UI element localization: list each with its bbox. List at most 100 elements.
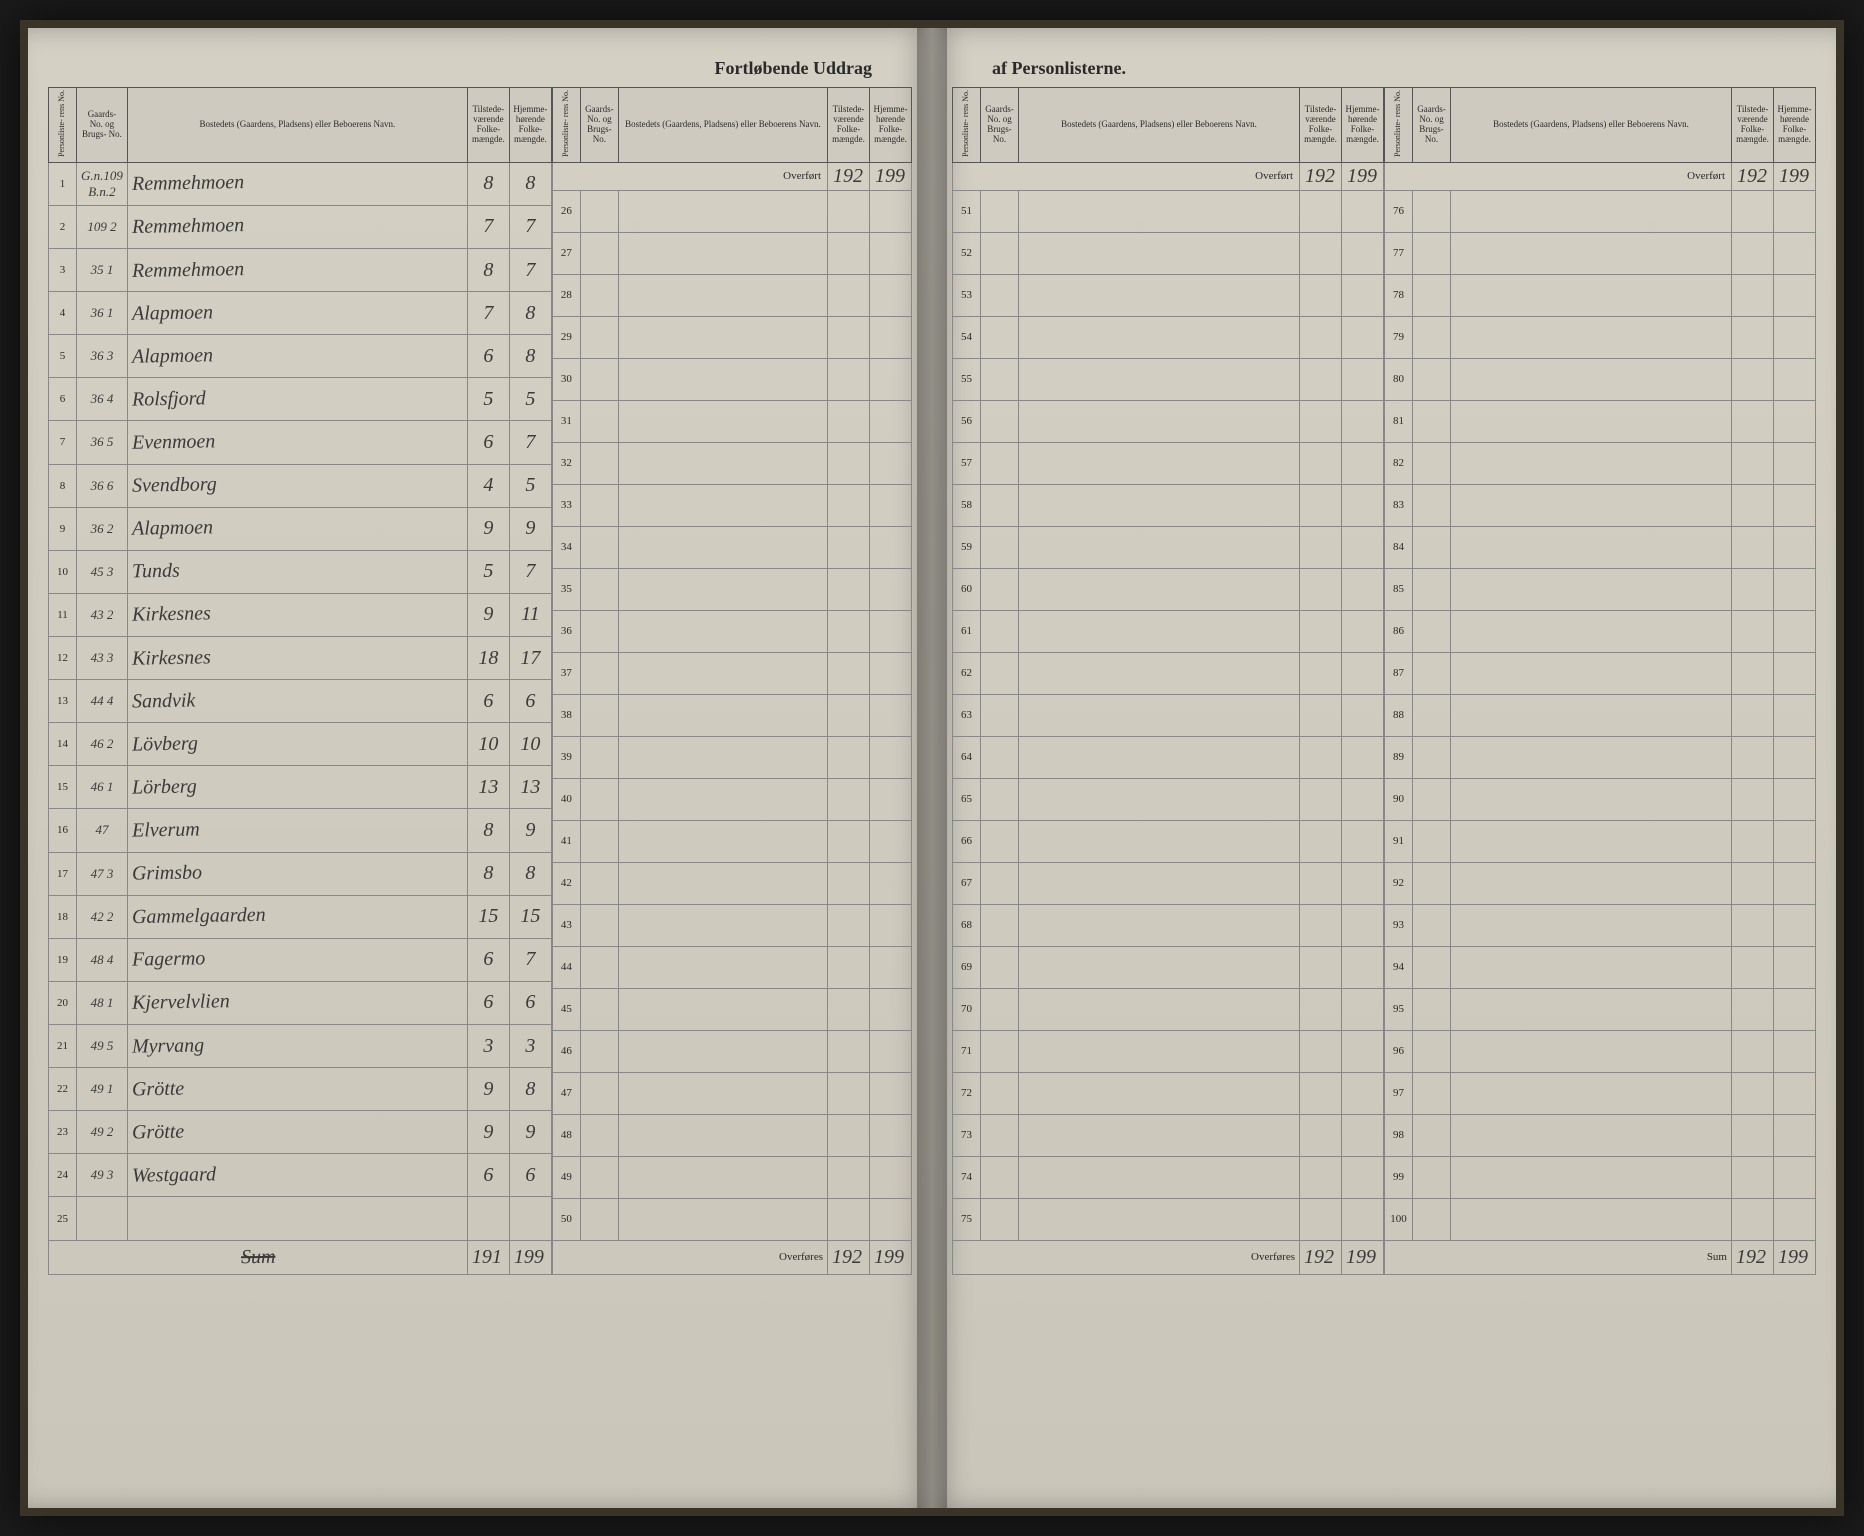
tilstede-count: 18 bbox=[467, 636, 509, 679]
hjemme-count bbox=[1342, 358, 1384, 400]
ledger-row: 57 bbox=[953, 442, 1384, 484]
hjemme-count: 3 bbox=[509, 1024, 551, 1067]
hjemme-count: 7 bbox=[509, 938, 551, 981]
place-name: Evenmoen bbox=[127, 421, 467, 464]
hjemme-count bbox=[1774, 358, 1816, 400]
hjemme-count bbox=[1342, 190, 1384, 232]
overfort-t: 192 bbox=[828, 162, 870, 190]
ledger-row: 92 bbox=[1385, 862, 1816, 904]
gaard-number bbox=[981, 736, 1019, 778]
hjemme-count bbox=[870, 610, 912, 652]
tilstede-count bbox=[1732, 358, 1774, 400]
tilstede-count bbox=[1300, 400, 1342, 442]
tilstede-count: 4 bbox=[467, 464, 509, 507]
tilstede-count bbox=[1300, 232, 1342, 274]
row-number: 70 bbox=[953, 988, 981, 1030]
hjemme-count bbox=[1774, 736, 1816, 778]
row-number: 7 bbox=[49, 421, 77, 464]
row-number: 99 bbox=[1385, 1156, 1413, 1198]
gaard-number bbox=[580, 484, 618, 526]
hjemme-count: 9 bbox=[509, 1111, 551, 1154]
row-number: 8 bbox=[49, 464, 77, 507]
place-name: Elverum bbox=[127, 809, 467, 852]
gaard-number: 49 2 bbox=[77, 1111, 128, 1154]
tilstede-count bbox=[828, 526, 870, 568]
hjemme-count bbox=[509, 1197, 551, 1240]
row-number: 46 bbox=[552, 1030, 580, 1072]
ledger-block-4: Personliste- rens No. Gaards- No. og Bru… bbox=[1384, 87, 1816, 1275]
place-name bbox=[1019, 946, 1300, 988]
hjemme-count: 13 bbox=[509, 766, 551, 809]
tilstede-count bbox=[1300, 652, 1342, 694]
row-number: 36 bbox=[552, 610, 580, 652]
place-name bbox=[1451, 988, 1732, 1030]
gaard-number bbox=[1413, 1198, 1451, 1240]
ledger-row: 13 44 4 Sandvik 6 6 bbox=[49, 680, 552, 723]
place-name bbox=[618, 442, 827, 484]
row-number: 56 bbox=[953, 400, 981, 442]
census-ledger-spread: Fortløbende Uddrag Personliste- rens No.… bbox=[20, 20, 1844, 1516]
gaard-number: 44 4 bbox=[77, 680, 128, 723]
ledger-row: 52 bbox=[953, 232, 1384, 274]
row-number: 86 bbox=[1385, 610, 1413, 652]
left-page: Fortløbende Uddrag Personliste- rens No.… bbox=[28, 28, 932, 1508]
ledger-row: 6 36 4 Rolsfjord 5 5 bbox=[49, 378, 552, 421]
row-number: 19 bbox=[49, 938, 77, 981]
tilstede-count bbox=[1732, 1198, 1774, 1240]
place-name bbox=[1451, 694, 1732, 736]
hjemme-count bbox=[1774, 568, 1816, 610]
overfores-row: Overføres 192 199 bbox=[953, 1240, 1384, 1274]
ledger-row: 99 bbox=[1385, 1156, 1816, 1198]
gaard-number: 43 2 bbox=[77, 593, 128, 636]
ledger-row: 46 bbox=[552, 1030, 911, 1072]
tilstede-count bbox=[1732, 862, 1774, 904]
hjemme-count: 7 bbox=[509, 550, 551, 593]
hjemme-count bbox=[1774, 232, 1816, 274]
header-hjemme: Hjemme- hørende Folke- mængde. bbox=[1342, 88, 1384, 163]
ledger-row: 67 bbox=[953, 862, 1384, 904]
ledger-row: 48 bbox=[552, 1114, 911, 1156]
tilstede-count bbox=[828, 568, 870, 610]
hjemme-count bbox=[870, 400, 912, 442]
row-number: 35 bbox=[552, 568, 580, 610]
tilstede-count: 9 bbox=[467, 593, 509, 636]
place-name: Kirkesnes bbox=[127, 636, 467, 679]
overfort-row: Overført 192 199 bbox=[552, 162, 911, 190]
row-number: 62 bbox=[953, 652, 981, 694]
gaard-number bbox=[580, 736, 618, 778]
row-number: 82 bbox=[1385, 442, 1413, 484]
ledger-row: 36 bbox=[552, 610, 911, 652]
gaard-number bbox=[1413, 400, 1451, 442]
sum-row: Sum 191 199 bbox=[49, 1240, 552, 1274]
gaard-number bbox=[1413, 232, 1451, 274]
tilstede-count bbox=[1300, 694, 1342, 736]
hjemme-count bbox=[870, 1198, 912, 1240]
place-name bbox=[618, 820, 827, 862]
gaard-number bbox=[1413, 442, 1451, 484]
hjemme-count bbox=[870, 232, 912, 274]
hjemme-count bbox=[1774, 862, 1816, 904]
gaard-number: 46 1 bbox=[77, 766, 128, 809]
ledger-row: 60 bbox=[953, 568, 1384, 610]
place-name bbox=[1451, 1030, 1732, 1072]
hjemme-count bbox=[1774, 820, 1816, 862]
row-number: 59 bbox=[953, 526, 981, 568]
gaard-number bbox=[580, 904, 618, 946]
place-name bbox=[618, 400, 827, 442]
gaard-number bbox=[981, 232, 1019, 274]
ledger-row: 58 bbox=[953, 484, 1384, 526]
place-name bbox=[1451, 820, 1732, 862]
gaard-number bbox=[1413, 652, 1451, 694]
place-name bbox=[1019, 1114, 1300, 1156]
tilstede-count bbox=[1300, 778, 1342, 820]
row-number: 93 bbox=[1385, 904, 1413, 946]
tilstede-count bbox=[1732, 1072, 1774, 1114]
gaard-number bbox=[981, 820, 1019, 862]
place-name bbox=[618, 316, 827, 358]
ledger-row: 91 bbox=[1385, 820, 1816, 862]
hjemme-count bbox=[1774, 610, 1816, 652]
ledger-row: 78 bbox=[1385, 274, 1816, 316]
place-name bbox=[1451, 862, 1732, 904]
place-name bbox=[618, 610, 827, 652]
tilstede-count: 6 bbox=[467, 981, 509, 1024]
